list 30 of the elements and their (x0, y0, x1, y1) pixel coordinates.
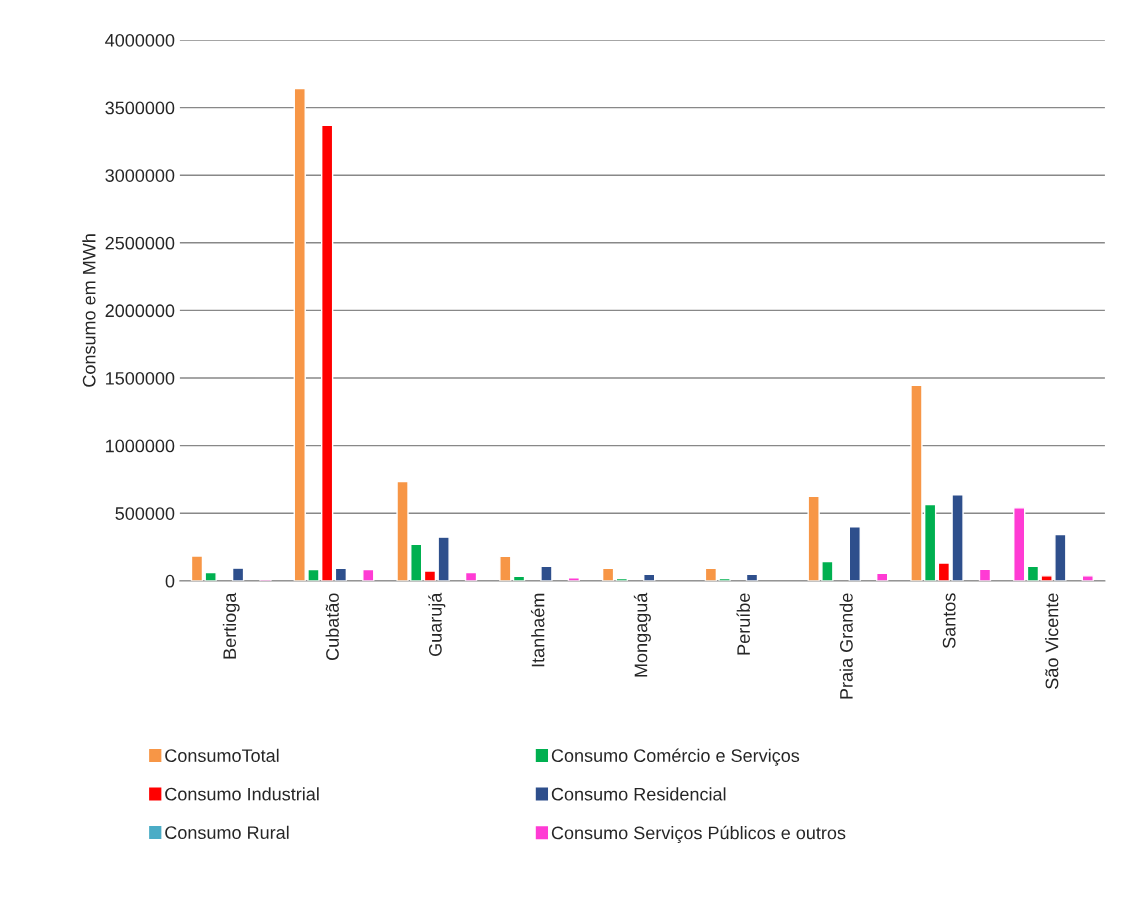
x-tick-label: Cubatão (325, 593, 339, 660)
legend-label: Consumo Serviços Públicos e outros (551, 825, 846, 843)
legend-label: ConsumoTotal (165, 748, 279, 763)
x-tick-label: Santos (942, 593, 956, 649)
x-tick-label: Bertioga (222, 592, 240, 659)
y-tick-label: 4000000 (105, 33, 175, 47)
legend-label: Consumo Rural (165, 825, 289, 840)
x-tick-label: Peruíbe (736, 593, 750, 655)
bar (499, 555, 512, 581)
y-tick-label: 2500000 (105, 236, 175, 250)
bar (848, 526, 861, 581)
y-tick-label: 1500000 (106, 371, 175, 385)
x-tick-label: Mongaguá (633, 592, 651, 677)
x-tick-label: Itanhaém (530, 593, 545, 667)
x-tick-label: São Vicente (1045, 593, 1059, 689)
y-tick-label: 1000000 (106, 439, 175, 453)
bar (540, 565, 553, 581)
y-tick-label: 3500000 (105, 101, 175, 115)
y-tick-label: 0 (165, 574, 175, 588)
y-tick-label: 3000000 (105, 169, 175, 182)
legend-label: Consumo Residencial (551, 787, 726, 801)
y-tick-label: 500000 (115, 507, 175, 520)
bar (231, 567, 245, 581)
bar (362, 568, 375, 581)
y-tick-label: 2000000 (105, 304, 175, 318)
legend-label: Consumo Industrial (165, 787, 319, 801)
y-axis-title: Consumo em MWh (82, 234, 96, 387)
legend-label: Consumo Comércio e Serviços (551, 748, 800, 766)
x-tick-label: Praia Grande (839, 593, 853, 699)
x-tick-label: Guarujá (428, 592, 446, 656)
